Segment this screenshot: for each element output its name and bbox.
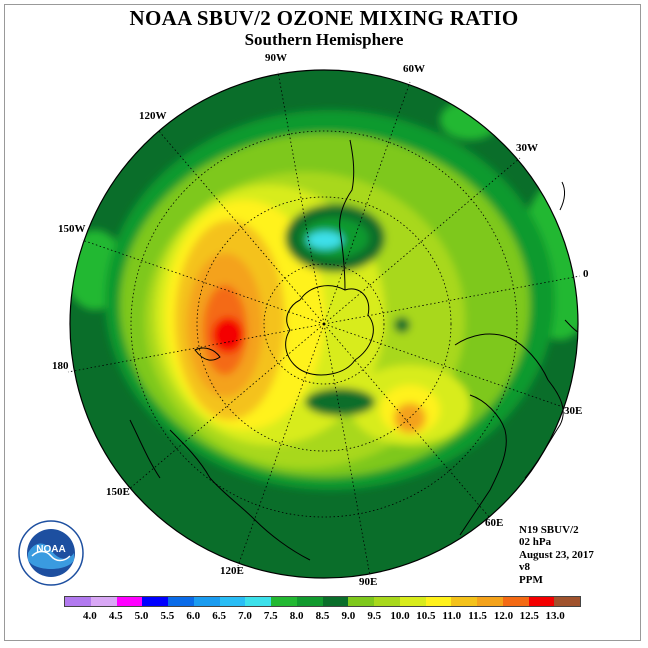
date-label: August 23, 2017 — [519, 548, 594, 561]
legend-swatch — [348, 597, 374, 606]
legend-swatch — [142, 597, 168, 606]
legend-swatch — [554, 597, 580, 606]
units-label: PPM — [519, 573, 543, 586]
legend-tick-label: 6.5 — [212, 610, 226, 622]
graticule — [67, 71, 581, 577]
map-title: NOAA SBUV/2 OZONE MIXING RATIO — [129, 6, 519, 30]
noaa-logo-icon: NOAA — [18, 520, 84, 586]
legend-tick-label: 7.5 — [263, 610, 278, 622]
map-subtitle: Southern Hemisphere — [244, 30, 404, 49]
legend-tick-label: 12.5 — [519, 610, 539, 622]
legend-swatch — [296, 597, 323, 606]
lon-label-90e: 90E — [359, 576, 378, 588]
map-boundary — [69, 69, 579, 579]
legend-swatch — [65, 597, 91, 606]
legend-tick-label: 12.0 — [493, 610, 514, 622]
version-label: v8 — [519, 561, 530, 574]
legend-tick-label: 4.5 — [108, 610, 123, 622]
color-legend-bar — [64, 596, 581, 607]
legend-tick-label: 8.0 — [289, 610, 304, 622]
lon-label-60w: 60W — [403, 63, 425, 75]
lon-label-180: 180 — [52, 360, 69, 372]
legend-tick-label: 6.0 — [186, 610, 201, 622]
lon-label-150e: 150E — [106, 486, 130, 498]
noaa-logo-text: NOAA — [36, 544, 65, 555]
lon-label-150w: 150W — [58, 223, 86, 235]
lon-label-60e: 60E — [485, 517, 504, 529]
legend-swatch — [90, 597, 117, 606]
legend-swatch — [451, 597, 477, 606]
legend-swatch — [322, 597, 349, 606]
legend-tick-label: 5.5 — [160, 610, 175, 622]
legend-swatch — [477, 597, 503, 606]
legend-tick-label: 10.0 — [390, 610, 410, 622]
lon-label-120e: 120E — [220, 565, 244, 577]
pressure-level: 02 hPa — [519, 536, 552, 549]
legend-swatch — [168, 597, 194, 606]
legend-swatch — [374, 597, 400, 606]
lon-label-0: 0 — [583, 268, 589, 280]
lon-label-30e: 30E — [564, 405, 583, 417]
legend-swatch — [245, 597, 271, 606]
legend-swatch — [219, 597, 246, 606]
legend-tick-label: 8.5 — [315, 610, 330, 622]
lon-label-30w: 30W — [516, 142, 538, 154]
legend-tick-label: 11.5 — [468, 610, 487, 622]
color-legend-ticks: 4.0 4.5 5.0 5.5 6.0 6.5 7.0 7.5 8.0 8.5 9.0 9.5 10.0… — [64, 610, 581, 624]
legend-tick-label: 11.0 — [442, 610, 462, 622]
lon-label-90w: 90W — [265, 52, 287, 64]
legend-tick-label: 5.0 — [134, 610, 149, 622]
image-frame — [4, 4, 641, 641]
legend-tick-label: 13.0 — [545, 610, 565, 622]
legend-tick-label: 7.0 — [238, 610, 252, 622]
legend-swatch — [116, 597, 143, 606]
legend-swatch — [399, 597, 426, 606]
legend-swatch — [502, 597, 529, 606]
legend-tick-label: 10.5 — [416, 610, 436, 622]
coastlines — [129, 139, 579, 561]
lon-label-120w: 120W — [139, 110, 167, 122]
legend-swatch — [193, 597, 220, 606]
legend-tick-label: 9.0 — [341, 610, 356, 622]
data-info: N19 SBUV/2 02 hPa August 23, 2017 v8 PPM — [519, 524, 594, 586]
legend-tick-label: 9.5 — [367, 610, 382, 622]
satellite-label: N19 SBUV/2 — [519, 524, 579, 536]
legend-swatch — [425, 597, 452, 606]
legend-swatch — [271, 597, 297, 606]
legend-swatch — [528, 597, 555, 606]
legend-tick-label: 4.0 — [82, 610, 97, 622]
